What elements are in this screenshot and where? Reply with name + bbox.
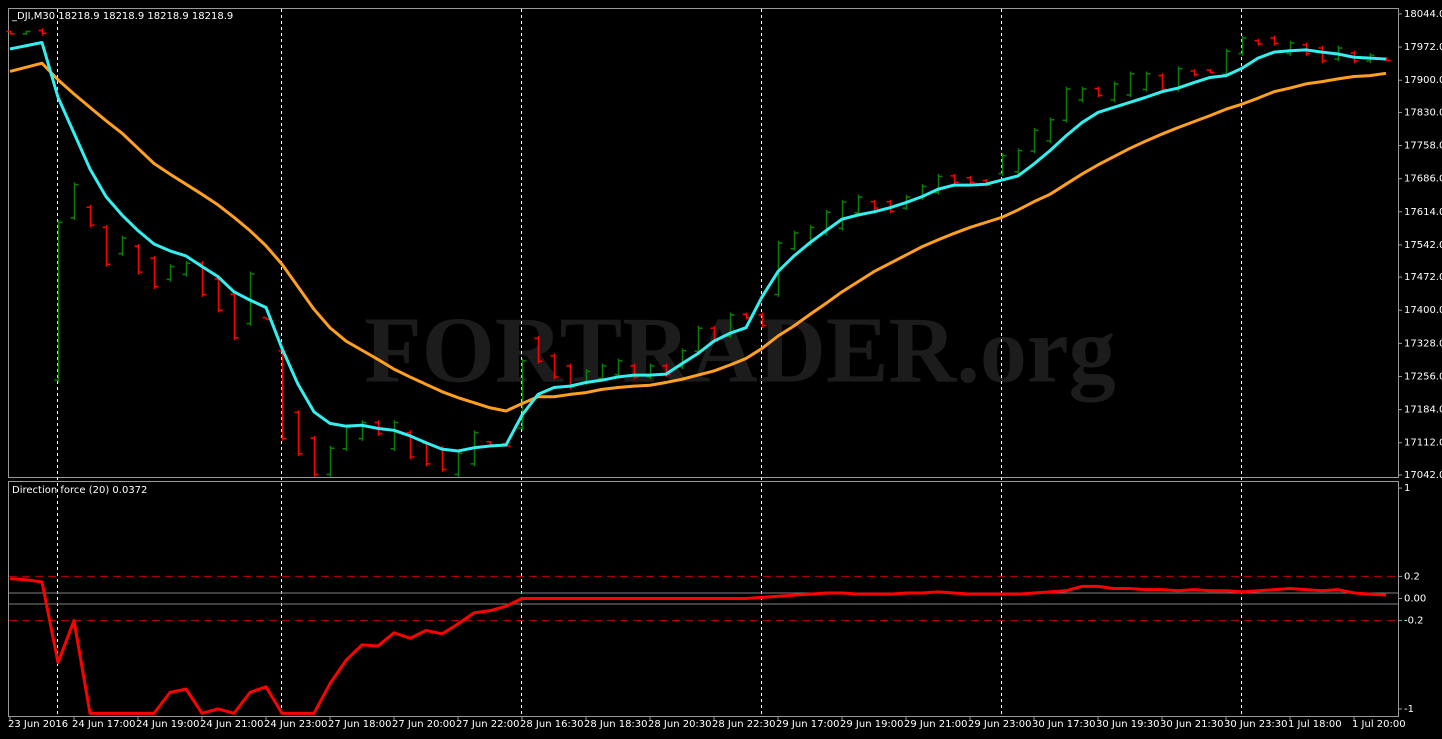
- indicator-title: Direction force (20) 0.0372: [12, 485, 147, 496]
- x-tick-label: 28 Jun 20:30: [648, 719, 712, 730]
- x-tick-label: 1 Jul 18:00: [1288, 719, 1342, 730]
- x-tick-label: 27 Jun 18:00: [328, 719, 392, 730]
- x-tick-label: 28 Jun 22:30: [712, 719, 776, 730]
- moving-average: [9, 41, 1387, 453]
- x-tick-label: 24 Jun 17:00: [72, 719, 136, 730]
- indicator-line: [9, 577, 1387, 715]
- x-tick-label: 1 Jul 20:00: [1352, 719, 1406, 730]
- x-tick-label: 29 Jun 21:00: [904, 719, 968, 730]
- watermark: FORTRADER.org: [364, 299, 1115, 403]
- y-tick-label: 17972.0: [1404, 42, 1442, 53]
- y-tick-label: 17472.0: [1404, 272, 1442, 283]
- x-tick-label: 24 Jun 19:00: [136, 719, 200, 730]
- x-tick-label: 29 Jun 23:00: [968, 719, 1032, 730]
- y-tick-label: 17686.0: [1404, 174, 1442, 185]
- y-tick-label: 17830.0: [1404, 107, 1442, 118]
- y-tick-label: -0.2: [1404, 616, 1424, 627]
- y-tick-label: 17112.0: [1404, 438, 1442, 449]
- y-tick-label: 17184.0: [1404, 405, 1442, 416]
- y-tick-label: 17256.0: [1404, 371, 1442, 382]
- chart-title: _DJI,M30 18218.9 18218.9 18218.9 18218.9: [11, 11, 233, 22]
- x-tick-label: 24 Jun 21:00: [200, 719, 264, 730]
- x-tick-label: 24 Jun 23:00: [264, 719, 328, 730]
- y-tick-label: 0.00: [1404, 594, 1426, 605]
- y-tick-label: 17400.0: [1404, 305, 1442, 316]
- y-tick-label: 1: [1404, 483, 1410, 494]
- x-tick-label: 29 Jun 19:00: [840, 719, 904, 730]
- moving-average: [9, 61, 1387, 413]
- x-tick-label: 29 Jun 17:00: [776, 719, 840, 730]
- x-tick-label: 30 Jun 19:30: [1096, 719, 1160, 730]
- y-tick-label: 17900.0: [1404, 75, 1442, 86]
- x-tick-label: 30 Jun 17:30: [1032, 719, 1096, 730]
- y-tick-label: 17542.0: [1404, 240, 1442, 251]
- y-tick-label: 17042.0: [1404, 470, 1442, 481]
- x-tick-label: 30 Jun 23:30: [1224, 719, 1288, 730]
- x-tick-label: 30 Jun 21:30: [1160, 719, 1224, 730]
- y-tick-label: -1: [1404, 704, 1414, 715]
- x-tick-label: 27 Jun 20:00: [392, 719, 456, 730]
- y-tick-label: 18044.0: [1404, 9, 1442, 20]
- x-tick-label: 28 Jun 16:30: [520, 719, 584, 730]
- main-panel-frame: [8, 8, 1399, 478]
- y-tick-label: 17758.0: [1404, 141, 1442, 152]
- x-tick-label: 27 Jun 22:00: [456, 719, 520, 730]
- y-tick-label: 17614.0: [1404, 207, 1442, 218]
- y-tick-label: 0.2: [1404, 571, 1420, 582]
- y-tick-label: 17328.0: [1404, 338, 1442, 349]
- x-tick-label: 23 Jun 2016: [8, 719, 68, 730]
- x-tick-label: 28 Jun 18:30: [584, 719, 648, 730]
